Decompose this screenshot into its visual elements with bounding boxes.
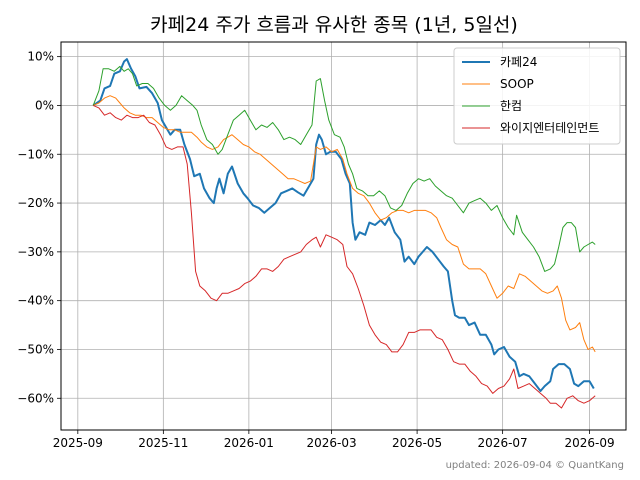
series-line-2 — [92, 65, 596, 272]
y-tick-label: −20% — [17, 196, 54, 210]
legend-label: SOOP — [500, 77, 534, 91]
series-line-1 — [93, 95, 596, 353]
x-tick-label: 2025-11 — [138, 436, 188, 450]
series-line-0 — [92, 58, 595, 392]
x-tick-label: 2026-07 — [478, 436, 528, 450]
y-tick-label: 10% — [27, 50, 54, 64]
x-tick-label: 2025-09 — [53, 436, 103, 450]
y-tick-label: −50% — [17, 342, 54, 356]
x-tick-label: 2026-01 — [224, 436, 274, 450]
y-tick-label: −10% — [17, 147, 54, 161]
x-axis: 2025-09 2025-11 2026-01 2026-03 2026-05 2026-… — [53, 430, 615, 450]
series-layer — [92, 58, 596, 409]
y-tick-label: 0% — [35, 98, 54, 112]
x-tick-label: 2026-03 — [307, 436, 357, 450]
series-line-3 — [92, 104, 596, 409]
y-tick-label: −60% — [17, 391, 54, 405]
x-tick-label: 2026-09 — [564, 436, 614, 450]
grid-lines — [61, 42, 626, 430]
x-tick-label: 2026-05 — [392, 436, 442, 450]
chart-title: 카페24 주가 흐름과 유사한 종목 (1년, 5일선) — [150, 14, 518, 36]
plot-area-frame — [60, 41, 627, 431]
legend-label: 와이지엔터테인먼트 — [500, 121, 599, 135]
y-tick-label: −30% — [17, 245, 54, 259]
legend-label: 한컴 — [500, 99, 522, 113]
footer-credit: updated: 2026-09-04 © QuantKang — [446, 460, 624, 471]
legend-label: 카페24 — [500, 55, 537, 69]
legend-box — [453, 47, 621, 145]
y-tick-label: −40% — [17, 294, 54, 308]
y-axis: 10% 0% −10% −20% −30% −40% −50% −60% — [17, 50, 61, 405]
